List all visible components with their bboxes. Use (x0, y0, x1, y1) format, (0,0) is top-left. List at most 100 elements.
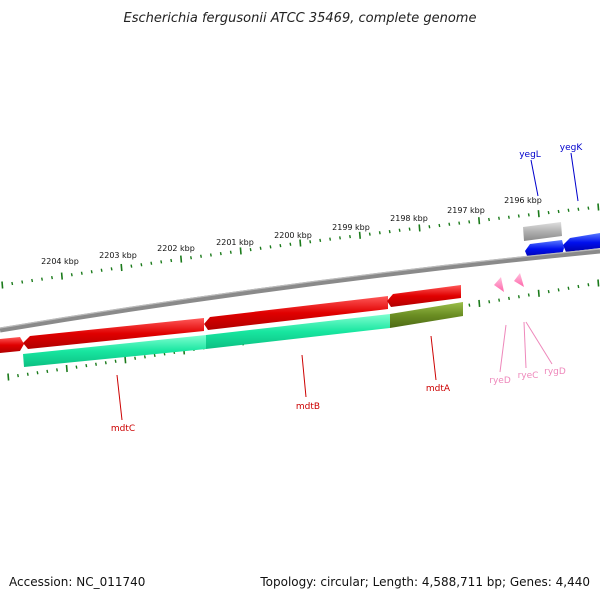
outer-scale-tick (239, 247, 242, 255)
gene-features (23, 302, 463, 367)
gene-label-ryeC[interactable]: ryeC (518, 371, 539, 381)
outer-scale-tick (498, 216, 500, 220)
outer-scale-tick (120, 263, 123, 272)
feature-blue-yegK[interactable] (563, 233, 600, 252)
inner-scale-tick (517, 295, 520, 299)
inner-scale-tick (7, 373, 10, 381)
leader-ryeD (499, 324, 507, 373)
leader-yegL (530, 159, 539, 197)
gene-label-yegL[interactable]: yegL (519, 150, 541, 160)
label-leaders (116, 152, 579, 421)
scale-labels: 2204 kbp 2203 kbp 2202 kbp 2201 kbp 2200… (41, 196, 542, 266)
outer-scale-tick (269, 245, 272, 249)
inner-scale-tick (75, 365, 78, 369)
tick-label-2199: 2199 kbp (332, 223, 370, 232)
ncrna-ryeC-marker[interactable] (514, 273, 524, 287)
inner-scale-tick (547, 289, 550, 294)
cds-mdtC[interactable] (23, 318, 204, 349)
inner-scale-tick (537, 289, 540, 297)
outer-scale-tick (21, 280, 24, 284)
gene-labels: mdtC mdtB mdtA ryeD ryeC rygD yegL yegK (111, 143, 583, 434)
outer-scale-tick (309, 240, 312, 244)
outer-scale-tick (170, 258, 173, 263)
inner-scale-tick (498, 298, 501, 302)
outer-scale-tick (408, 227, 411, 231)
outer-scale-tick (319, 238, 322, 243)
outer-scale-tick (468, 220, 471, 224)
inner-scale-tick (557, 288, 560, 292)
cds-mdtB[interactable] (204, 296, 388, 330)
inner-scale-tick (46, 369, 49, 374)
gene-label-mdtA[interactable]: mdtA (426, 384, 451, 394)
outer-scale-tick (200, 254, 202, 258)
inner-scale-tick (567, 286, 570, 290)
outer-scale-tick (100, 268, 103, 272)
inner-scale-tick (134, 356, 137, 360)
genome-summary-text: Topology: circular; Length: 4,588,711 bp… (259, 575, 590, 589)
gene-label-ryeD[interactable]: ryeD (489, 376, 511, 386)
outer-scale-tick (1, 281, 4, 289)
outer-scale-tick (388, 229, 391, 234)
outer-scale-tick (557, 209, 560, 214)
tick-label-2197: 2197 kbp (447, 206, 485, 215)
tick-label-2202: 2202 kbp (157, 244, 195, 253)
outer-scale-tick (567, 208, 570, 212)
outer-scale-tick (368, 232, 371, 236)
inner-scale-tick (478, 299, 481, 307)
gene-label-yegK[interactable]: yegK (560, 143, 584, 153)
outer-scale-tick (190, 256, 192, 260)
tick-label-2198: 2198 kbp (390, 214, 428, 223)
ncrna-markers (494, 273, 524, 292)
outer-scale-tick (537, 210, 540, 218)
inner-scale-tick (143, 355, 146, 359)
feature-grey-yegL[interactable] (523, 222, 562, 241)
tick-label-2203: 2203 kbp (99, 251, 137, 260)
ncrna-ryeD-marker[interactable] (494, 277, 504, 292)
cds-mdtA[interactable] (387, 285, 461, 307)
outer-scale-tick (448, 222, 451, 226)
outer-scale-tick (289, 242, 292, 246)
gene-label-mdtB[interactable]: mdtB (296, 402, 320, 412)
outer-scale-tick (279, 243, 282, 248)
inner-scale-tick (65, 364, 68, 373)
tick-label-2196: 2196 kbp (504, 196, 542, 205)
outer-scale-tick (31, 278, 34, 283)
outer-scale-tick (259, 246, 262, 250)
inner-scale-tick (17, 373, 19, 378)
inner-scale-tick (114, 359, 117, 363)
genome-backbone-highlight (0, 248, 600, 329)
outer-scale-tick (339, 236, 341, 240)
gene-mdtB[interactable] (206, 314, 390, 349)
inner-scale-tick (587, 283, 590, 287)
inner-scale-tick (85, 363, 88, 368)
leader-yegK (570, 152, 579, 202)
cds-left-fragment[interactable] (0, 337, 24, 353)
inner-scale-tick (508, 296, 510, 301)
outer-scale-tick (527, 213, 530, 217)
outer-scale-tick (507, 215, 510, 219)
inner-scale-tick (56, 368, 58, 372)
inner-scale-tick (153, 353, 156, 358)
inner-scale-tick (124, 356, 127, 364)
outer-scale-tick (547, 210, 550, 215)
inner-scale-tick (527, 293, 530, 297)
outer-scale-ring (1, 203, 600, 289)
map-title: Escherichia fergusonii ATCC 35469, compl… (124, 11, 477, 26)
leader-mdtB (301, 354, 307, 398)
outer-scale-tick (90, 270, 93, 274)
outer-scale-tick (517, 214, 520, 218)
outer-scale-tick (229, 250, 232, 254)
outer-scale-tick (70, 273, 73, 277)
outer-scale-tick (488, 217, 490, 222)
inner-scale-tick (104, 361, 107, 365)
gene-mdtA[interactable] (390, 302, 463, 328)
outer-scale-tick (418, 224, 421, 232)
gene-label-rygD[interactable]: rygD (544, 367, 566, 377)
outer-scale-tick (428, 225, 431, 229)
gene-label-mdtC[interactable]: mdtC (111, 424, 135, 434)
tick-label-2200: 2200 kbp (274, 231, 312, 240)
gene-mdtC[interactable] (23, 335, 206, 367)
outer-scale-tick (80, 271, 83, 275)
outer-scale-tick (597, 203, 600, 211)
inner-scale-tick (26, 372, 29, 376)
